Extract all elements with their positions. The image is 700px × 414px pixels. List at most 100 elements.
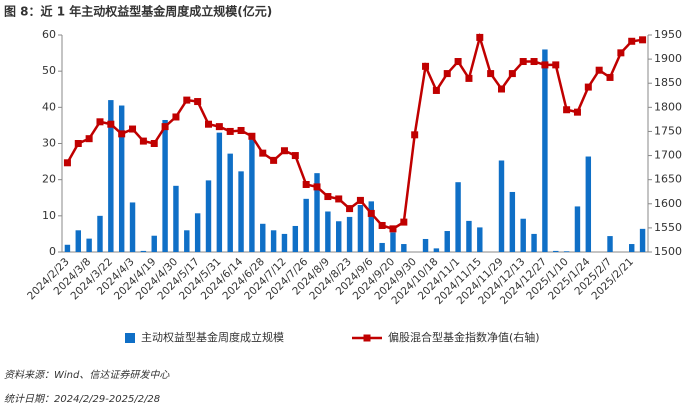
bar <box>401 244 407 252</box>
marker <box>270 156 278 164</box>
marker <box>519 58 527 66</box>
marker <box>226 127 234 135</box>
bar <box>97 215 103 252</box>
chart-title: 图 8：近 1 年主动权益型基金周度成立规模(亿元) <box>4 4 272 19</box>
marker <box>85 135 93 143</box>
marker <box>346 205 354 213</box>
marker <box>205 120 212 128</box>
marker <box>291 152 299 160</box>
bar <box>336 221 342 252</box>
legend-label: 偏股混合型基金指数净值(右轴) <box>388 330 540 344</box>
marker <box>487 70 495 78</box>
marker <box>107 120 115 128</box>
bar <box>553 250 559 252</box>
bar <box>477 227 483 252</box>
bar <box>639 228 646 252</box>
marker <box>215 123 223 131</box>
bar <box>542 49 548 252</box>
bar <box>238 171 244 252</box>
bar <box>281 233 288 252</box>
y2-tick-label: 1800 <box>654 100 682 113</box>
bar <box>184 230 190 252</box>
marker <box>96 118 104 126</box>
bar <box>173 185 179 252</box>
source-note: 资料来源：Wind、信达证券研发中心 <box>4 369 170 381</box>
marker <box>63 159 71 167</box>
y-tick-label: 20 <box>42 173 56 186</box>
legend-swatch <box>125 333 135 343</box>
bar <box>314 173 320 252</box>
y2-tick-label: 1850 <box>654 76 682 89</box>
bar <box>292 225 299 252</box>
bar <box>498 160 505 252</box>
bar <box>563 251 570 252</box>
marker <box>302 180 310 188</box>
marker <box>400 218 408 226</box>
bar <box>379 242 385 252</box>
y2-tick-label: 1550 <box>654 221 682 234</box>
bar <box>216 132 223 252</box>
marker <box>139 137 147 145</box>
marker <box>74 140 82 147</box>
bar <box>249 138 255 252</box>
bar <box>585 156 592 252</box>
bar <box>520 218 526 252</box>
marker <box>584 83 592 91</box>
bar <box>531 233 537 252</box>
marker <box>313 183 321 191</box>
bar <box>162 119 168 252</box>
y2-tick-label: 1750 <box>654 124 682 137</box>
bar <box>357 204 364 252</box>
marker <box>465 74 473 82</box>
legend-swatch <box>363 334 371 342</box>
bar <box>346 216 353 252</box>
bar <box>422 238 429 252</box>
y2-tick-label: 1650 <box>654 173 682 186</box>
marker <box>150 140 158 147</box>
y2-tick-label: 1950 <box>654 28 682 41</box>
marker <box>194 98 202 106</box>
marker <box>454 58 462 66</box>
marker <box>498 85 505 93</box>
marker <box>389 225 397 233</box>
marker <box>573 108 581 116</box>
bar <box>64 244 71 252</box>
bar <box>368 201 374 252</box>
marker <box>183 96 191 104</box>
marker <box>628 37 636 45</box>
bar <box>86 238 92 252</box>
marker <box>172 113 180 121</box>
bar <box>466 220 472 252</box>
marker <box>508 70 516 78</box>
bar <box>227 153 233 252</box>
bar <box>444 231 450 252</box>
marker <box>356 196 364 204</box>
y2-tick-label: 1700 <box>654 149 682 162</box>
marker <box>552 61 560 69</box>
marker <box>248 132 256 140</box>
y2-tick-label: 1600 <box>654 197 682 210</box>
marker <box>335 195 343 203</box>
bar <box>303 198 309 252</box>
legend-label: 主动权益型基金周度成立规模 <box>141 330 284 344</box>
bar <box>390 232 396 252</box>
bar <box>455 182 461 252</box>
marker <box>161 123 169 131</box>
bar <box>607 236 613 252</box>
bar <box>433 248 440 252</box>
marker <box>324 193 332 201</box>
bar <box>140 250 147 252</box>
y-tick-label: 60 <box>42 28 56 41</box>
marker <box>280 147 288 155</box>
marker <box>237 126 245 134</box>
marker <box>129 125 137 133</box>
marker <box>259 149 267 157</box>
bar <box>205 180 212 252</box>
y-tick-label: 10 <box>42 209 56 222</box>
y-tick-label: 0 <box>49 245 56 258</box>
bar <box>325 211 331 252</box>
bar <box>108 100 114 252</box>
marker <box>530 58 538 66</box>
bar <box>260 223 266 252</box>
